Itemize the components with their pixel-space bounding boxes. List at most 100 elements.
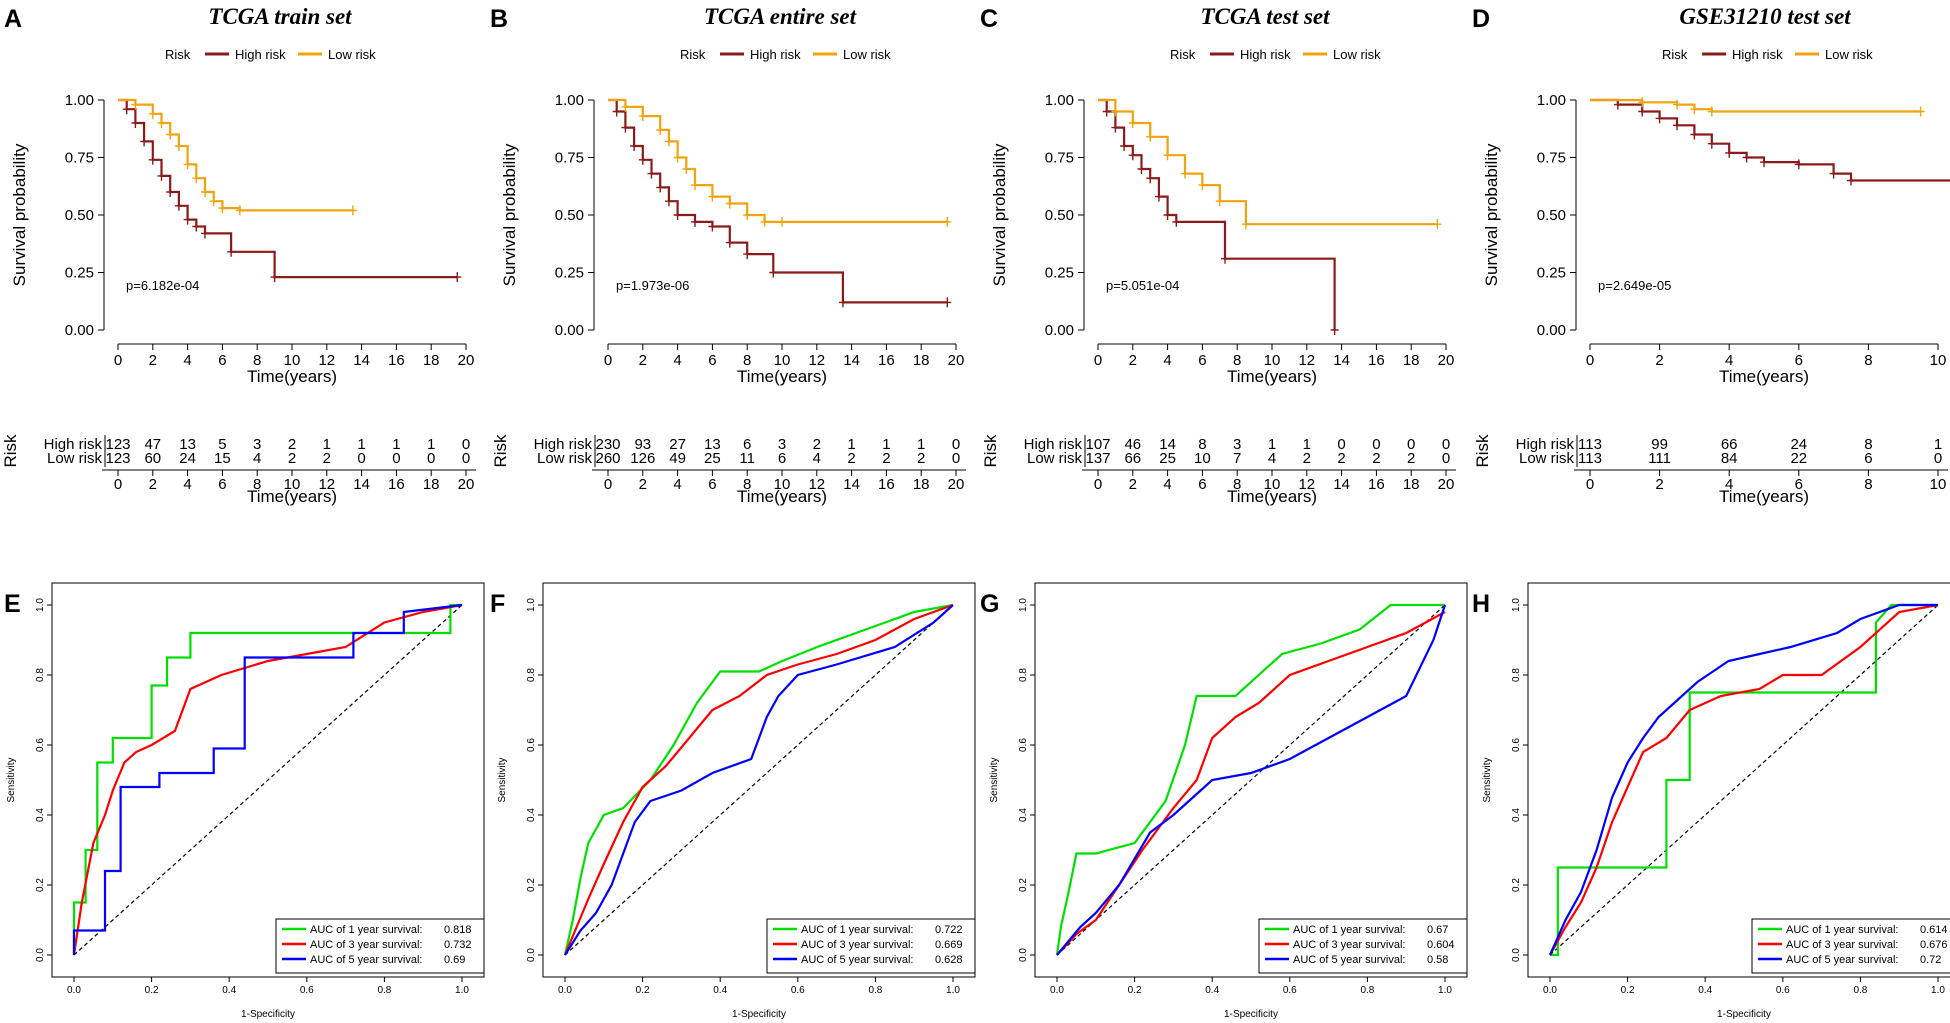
legend-label-high: High risk	[750, 47, 801, 62]
panel-title: TCGA test set	[1200, 4, 1330, 29]
censor-mark-high	[630, 141, 639, 151]
legend-auc-5yr: 0.628	[935, 954, 963, 966]
x-tick-label: 18	[1403, 352, 1420, 369]
y-tick-label: 0.00	[555, 322, 584, 339]
p-value: p=6.182e-04	[126, 278, 199, 293]
legend-auc-3yr: 0.604	[1427, 939, 1455, 951]
x-tick-label: 8	[253, 352, 261, 369]
risk-x-tick-label: 6	[218, 476, 226, 493]
x-tick-label: 0	[1586, 352, 1594, 369]
roc-panel-f: F 0.0 0.0 0.2 0.2 0.4 0.4 0.6 0.6 0.8 0.8 1.0 1.0 1-S…	[490, 582, 976, 1020]
roc-curve-5yr	[564, 604, 954, 956]
x-tick-label: 0	[604, 352, 612, 369]
x-tick-label: 6	[1795, 352, 1803, 369]
risk-x-tick-label: 20	[948, 476, 965, 493]
x-tick-label: 20	[948, 352, 965, 369]
censor-mark-low	[174, 141, 183, 151]
risk-count-high: 66	[1721, 436, 1738, 453]
legend-auc-3yr: 0.669	[935, 939, 963, 951]
series-line-high	[1098, 98, 1336, 330]
risk-count-high: 27	[669, 436, 686, 453]
y-axis-title: Sensitivity	[497, 757, 508, 802]
y-tick-label: 1.00	[1045, 92, 1074, 109]
censor-mark-low	[1181, 168, 1189, 179]
legend-label-5yr: AUC of 5 year survival:	[310, 954, 422, 966]
y-tick-label: 0.8	[526, 668, 537, 682]
x-tick-label: 6	[1198, 352, 1206, 369]
risk-count-low: 137	[1085, 450, 1110, 467]
y-tick-label: 0.6	[1511, 738, 1522, 752]
y-axis-title: Sensitivity	[6, 757, 17, 802]
risk-count-high: 1	[323, 436, 331, 453]
x-tick-label: 0.2	[1128, 985, 1142, 996]
x-tick-label: 14	[843, 352, 860, 369]
x-tick-label: 10	[1930, 352, 1947, 369]
risk-count-high: 13	[179, 436, 196, 453]
risk-count-low: 111	[1648, 450, 1671, 467]
censor-mark-high	[1146, 173, 1155, 184]
risk-count-high: 230	[595, 436, 620, 453]
censor-mark-low	[192, 173, 201, 184]
x-tick-label: 0.6	[1776, 985, 1790, 996]
x-tick-label: 0.2	[145, 985, 159, 996]
x-tick-label: 6	[218, 352, 226, 369]
risk-x-tick-label: 14	[843, 476, 860, 493]
x-tick-label: 0.6	[1283, 985, 1297, 996]
censor-mark-low	[1241, 219, 1250, 230]
censor-mark-low	[209, 196, 218, 207]
panel-letter: A	[4, 5, 22, 33]
risk-count-high: 1	[1303, 436, 1311, 453]
censor-mark-high	[1221, 253, 1230, 264]
roc-curve-3yr	[1056, 611, 1446, 956]
y-tick-label: 0.75	[1537, 150, 1566, 167]
censor-mark-high	[1111, 122, 1120, 133]
censor-mark-high	[1638, 106, 1647, 117]
risk-count-high: 1	[917, 436, 925, 453]
x-tick-label: 12	[1298, 352, 1315, 369]
censor-mark-high	[769, 267, 778, 278]
censor-mark-high	[1742, 152, 1751, 163]
legend-label-high: High risk	[1240, 47, 1291, 62]
legend-auc-5yr: 0.72	[1920, 954, 1941, 966]
risk-x-tick-label: 16	[388, 476, 405, 493]
risk-count-low: 260	[595, 450, 620, 467]
x-tick-label: 4	[1725, 352, 1733, 369]
risk-x-tick-label: 20	[458, 476, 475, 493]
y-axis-title: Survival probability	[500, 143, 519, 286]
censor-mark-high	[1655, 113, 1664, 124]
risk-x-tick-label: 12	[1298, 476, 1315, 493]
x-tick-label: 20	[1438, 352, 1455, 369]
x-axis-title: Time(years)	[1719, 367, 1809, 386]
auc-legend: AUC of 1 year survival: 0.722 AUC of 3 yea…	[766, 918, 976, 974]
p-value: p=1.973e-06	[616, 278, 689, 293]
risk-count-low: 25	[1159, 450, 1176, 467]
risk-count-low: 0	[1442, 450, 1450, 467]
censor-mark-high	[943, 297, 952, 308]
x-tick-label: 18	[423, 352, 440, 369]
diagonal-reference-line	[73, 604, 463, 956]
risk-x-tick-label: 2	[1655, 476, 1663, 493]
roc-curve-1yr	[563, 603, 954, 956]
risk-count-low: 15	[214, 450, 231, 467]
y-tick-label: 0.2	[1018, 878, 1029, 892]
risk-count-low: 4	[813, 450, 821, 467]
censor-mark-high	[1172, 216, 1181, 227]
risk-count-high: 13	[704, 436, 721, 453]
legend-box	[1258, 918, 1468, 974]
y-tick-label: 0.0	[1018, 948, 1029, 962]
censor-mark-low	[743, 210, 752, 220]
risk-x-tick-label: 10	[284, 476, 301, 493]
censor-mark-low	[725, 198, 734, 209]
y-axis-title: Sensitivity	[989, 757, 1000, 802]
risk-count-high: 1	[847, 436, 855, 453]
risk-x-tick-label: 8	[1864, 476, 1872, 493]
y-axis-title: Sensitivity	[1482, 757, 1493, 802]
risk-label-low: Low risk	[537, 450, 593, 467]
risk-count-high: 6	[743, 436, 751, 453]
auc-legend: AUC of 1 year survival: 0.818 AUC of 3 yea…	[275, 918, 485, 974]
legend-auc-1yr: 0.818	[444, 924, 472, 936]
censor-mark-high	[227, 246, 236, 257]
censor-mark-high	[192, 221, 201, 232]
risk-count-high: 113	[1578, 436, 1602, 453]
